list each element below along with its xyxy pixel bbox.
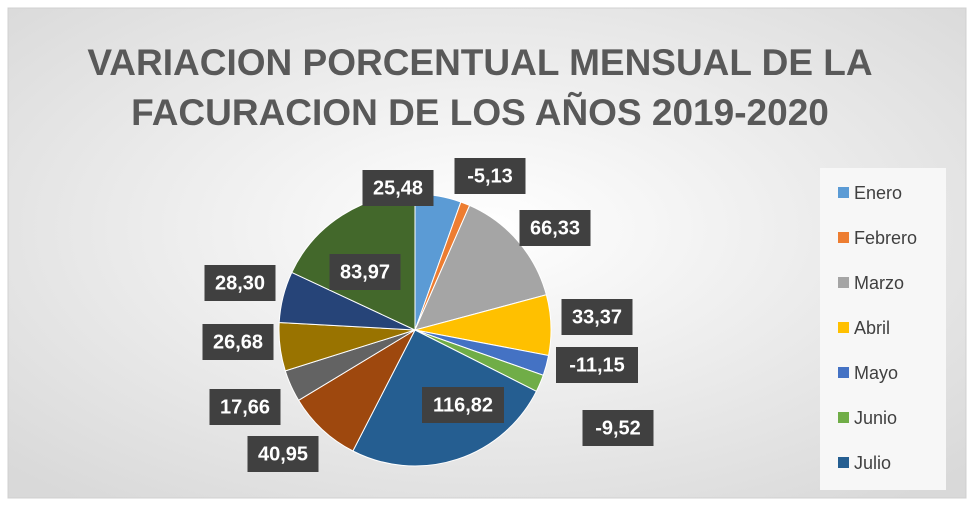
data-label-box: [561, 299, 633, 335]
legend-label: Abril: [854, 318, 890, 338]
data-label-box: [362, 170, 434, 206]
data-label-box: [247, 436, 319, 472]
data-label: 33,37: [572, 306, 622, 328]
legend-label: Mayo: [854, 363, 898, 383]
legend-swatch: [838, 412, 849, 423]
pie-slice: [414, 204, 547, 331]
legend-label: Julio: [854, 453, 891, 473]
data-label: 28,30: [215, 272, 265, 294]
data-label: 83,97: [340, 261, 390, 283]
legend-swatch: [838, 367, 849, 378]
data-label-box: [556, 347, 638, 383]
legend-swatch: [838, 457, 849, 468]
data-label: 116,82: [433, 394, 493, 416]
data-label: -9,52: [595, 417, 641, 439]
data-label-box: [519, 210, 591, 246]
legend-swatch: [838, 232, 849, 243]
legend-label: Junio: [854, 408, 897, 428]
data-label-box: [209, 389, 281, 425]
data-label-box: [454, 158, 526, 194]
data-label: 40,95: [258, 443, 308, 465]
chart-title: VARIACION PORCENTUAL MENSUAL DE LA FACURA…: [87, 42, 872, 133]
data-label-box: [582, 410, 654, 446]
data-label-box: [204, 265, 276, 301]
data-label: 66,33: [530, 217, 580, 239]
data-label-box: [422, 387, 504, 423]
legend-label: Febrero: [854, 228, 917, 248]
legend-swatch: [838, 322, 849, 333]
data-label: -5,13: [467, 165, 513, 187]
data-label: 26,68: [213, 331, 263, 353]
data-label: 17,66: [220, 396, 270, 418]
legend-swatch: [838, 187, 849, 198]
data-label-box: [202, 324, 274, 360]
data-label: -11,15: [569, 354, 625, 376]
data-label-box: [329, 254, 401, 290]
legend-label: Marzo: [854, 273, 904, 293]
data-label: 25,48: [373, 177, 423, 199]
legend-label: Enero: [854, 183, 902, 203]
legend-swatch: [838, 277, 849, 288]
